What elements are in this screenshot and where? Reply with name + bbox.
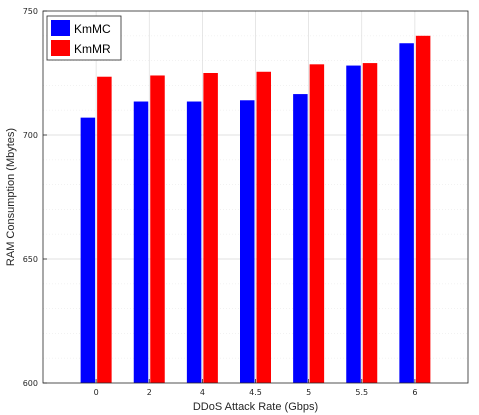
- bar-kmmc-5.5: [346, 65, 361, 383]
- bar-kmmr-6: [415, 35, 431, 384]
- x-tick-label: 4.5: [249, 388, 262, 397]
- x-tick-label: 2: [147, 388, 152, 397]
- bars: [80, 35, 431, 384]
- legend: KmMC KmMR: [46, 15, 122, 61]
- y-tick-label: 650: [23, 255, 38, 264]
- x-axis-ticks: 0 2 4 4.5 5 5.5 6: [94, 379, 417, 397]
- bar-kmmr-4: [203, 73, 218, 383]
- x-tick-label: 5: [306, 388, 311, 397]
- x-tick-label: 4: [200, 388, 205, 397]
- legend-label-kmmc: KmMC: [74, 22, 111, 36]
- bar-kmmr-4.5: [256, 71, 271, 383]
- bar-kmmr-5: [309, 64, 325, 383]
- x-tick-label: 5.5: [355, 388, 368, 397]
- y-axis-ticks: 600 650 700 750: [23, 7, 47, 388]
- x-axis-label: DDoS Attack Rate (Gbps): [193, 401, 318, 413]
- bar-kmmc-2: [133, 101, 149, 384]
- bar-kmmc-4.5: [240, 100, 255, 383]
- x-tick-label: 0: [94, 388, 99, 397]
- x-tick-label: 6: [412, 388, 417, 397]
- bar-kmmc-5: [293, 94, 308, 383]
- bar-kmmc-6: [399, 43, 414, 384]
- y-tick-label: 700: [23, 131, 38, 140]
- bar-kmmc-4: [186, 101, 202, 384]
- y-tick-label: 750: [23, 7, 38, 16]
- legend-label-kmmr: KmMR: [74, 42, 111, 56]
- bar-kmmr-5.5: [362, 63, 378, 384]
- grid-lines: [43, 11, 468, 383]
- y-axis-label: RAM Consumption (Mbytes): [5, 128, 17, 266]
- legend-swatch-kmmc: [51, 20, 70, 36]
- legend-swatch-kmmr: [51, 40, 70, 56]
- bar-kmmc-0: [80, 117, 96, 383]
- bar-kmmr-0: [97, 76, 112, 383]
- y-tick-label: 600: [23, 379, 38, 388]
- bar-kmmr-2: [150, 75, 165, 383]
